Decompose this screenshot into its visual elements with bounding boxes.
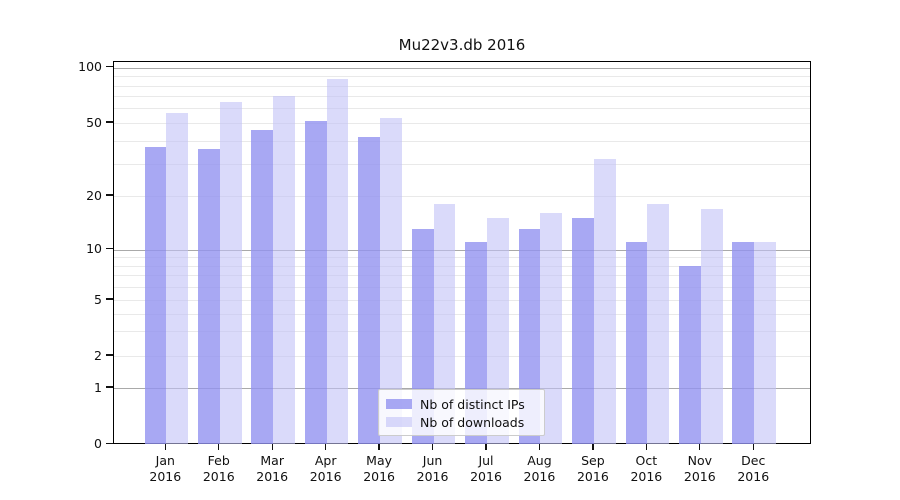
gridline-90: [114, 76, 810, 78]
gridline-4: [114, 313, 810, 315]
bar-jul-downloads: [487, 218, 509, 445]
x-tick-mark-may: [378, 443, 380, 450]
y-tick-mark-20: [106, 194, 113, 196]
x-tick-mark-sep: [592, 443, 594, 450]
gridline-3: [114, 331, 810, 333]
y-tick-label-5: 5: [94, 291, 102, 307]
bar-mar-distinct-ips: [251, 129, 274, 445]
bar-jan-downloads: [166, 112, 189, 445]
x-tick-label-sep: Sep 2016: [576, 453, 609, 484]
bar-feb-downloads: [219, 102, 242, 445]
bar-aug-downloads: [540, 213, 563, 445]
x-tick-label-feb: Feb 2016: [202, 453, 235, 484]
y-tick-label-2: 2: [94, 347, 102, 363]
gridline-9: [114, 257, 810, 259]
gridline-20: [114, 196, 810, 197]
gridline-70: [114, 96, 810, 98]
bar-jun-downloads: [433, 204, 456, 445]
bar-nov-distinct-ips: [679, 265, 701, 445]
legend-label-downloads: Nb of downloads: [420, 414, 525, 430]
gridline-7: [114, 275, 810, 277]
gridline-6: [114, 286, 810, 288]
x-tick-label-jun: Jun 2016: [416, 453, 449, 484]
x-tick-mark-feb: [218, 443, 220, 450]
gridline-50: [114, 123, 810, 124]
bar-nov-downloads: [700, 208, 723, 445]
gridline-1: [114, 388, 810, 389]
y-tick-mark-100: [106, 66, 113, 68]
x-tick-label-aug: Aug 2016: [523, 453, 556, 484]
x-tick-mark-mar: [271, 443, 273, 450]
y-tick-mark-5: [106, 298, 113, 300]
bar-mar-downloads: [273, 96, 295, 445]
bar-apr-distinct-ips: [304, 121, 327, 445]
x-tick-label-apr: Apr 2016: [309, 453, 342, 484]
x-tick-mark-oct: [645, 443, 648, 450]
gridline-2: [114, 356, 810, 357]
bar-dec-distinct-ips: [732, 242, 755, 445]
y-tick-label-50: 50: [86, 114, 102, 130]
x-tick-mark-jun: [431, 443, 434, 450]
x-tick-mark-dec: [752, 443, 754, 450]
legend-item-downloads: Nb of downloads: [386, 413, 536, 431]
bar-dec-downloads: [754, 242, 777, 445]
bar-sep-distinct-ips: [572, 218, 594, 445]
x-tick-mark-jan: [164, 443, 166, 450]
x-tick-mark-nov: [699, 443, 701, 450]
y-tick-label-10: 10: [86, 241, 102, 256]
gridline-40: [114, 140, 810, 142]
bar-jan-distinct-ips: [144, 146, 167, 445]
x-tick-label-mar: Mar 2016: [256, 453, 289, 484]
legend-swatch-distinct-ips: [386, 399, 412, 409]
legend-item-distinct-ips: Nb of distinct IPs: [386, 395, 536, 413]
bar-may-distinct-ips: [358, 136, 381, 445]
bar-feb-distinct-ips: [197, 149, 220, 445]
y-tick-mark-10: [106, 247, 113, 250]
x-tick-label-may: May 2016: [363, 453, 395, 484]
x-tick-label-jan: Jan 2016: [149, 453, 182, 484]
legend-swatch-downloads: [386, 417, 412, 427]
bar-apr-downloads: [326, 78, 349, 445]
y-tick-mark-50: [106, 121, 113, 123]
x-tick-mark-apr: [324, 443, 327, 450]
gridline-60: [114, 108, 810, 110]
x-tick-label-jul: Jul 2016: [470, 453, 502, 484]
y-tick-label-20: 20: [86, 187, 102, 203]
y-tick-mark-2: [106, 354, 113, 356]
legend-label-distinct-ips: Nb of distinct IPs: [420, 396, 525, 412]
gridline-80: [114, 85, 810, 87]
y-tick-mark-0: [106, 442, 113, 445]
y-tick-mark-1: [106, 386, 113, 388]
gridline-30: [114, 163, 810, 165]
x-tick-label-oct: Oct 2016: [630, 453, 663, 484]
x-tick-label-nov: Nov 2016: [683, 453, 716, 484]
gridline-8: [114, 265, 810, 267]
x-tick-label-dec: Dec 2016: [737, 453, 770, 484]
bar-oct-distinct-ips: [625, 242, 648, 445]
chart-title: Mu22v3.db 2016: [398, 36, 526, 54]
gridline-10: [114, 249, 810, 251]
y-tick-label-0: 0: [94, 436, 102, 451]
y-tick-label-1: 1: [94, 379, 102, 395]
bar-may-downloads: [380, 118, 402, 445]
gridline-5: [114, 300, 810, 301]
legend: Nb of distinct IPs Nb of downloads: [378, 389, 545, 436]
x-tick-mark-jul: [485, 443, 487, 450]
gridline-100: [114, 67, 810, 69]
x-tick-mark-aug: [538, 443, 541, 450]
bar-oct-downloads: [647, 204, 670, 445]
plot-area: [113, 60, 811, 445]
y-tick-label-100: 100: [78, 59, 102, 75]
bar-sep-downloads: [593, 158, 616, 445]
